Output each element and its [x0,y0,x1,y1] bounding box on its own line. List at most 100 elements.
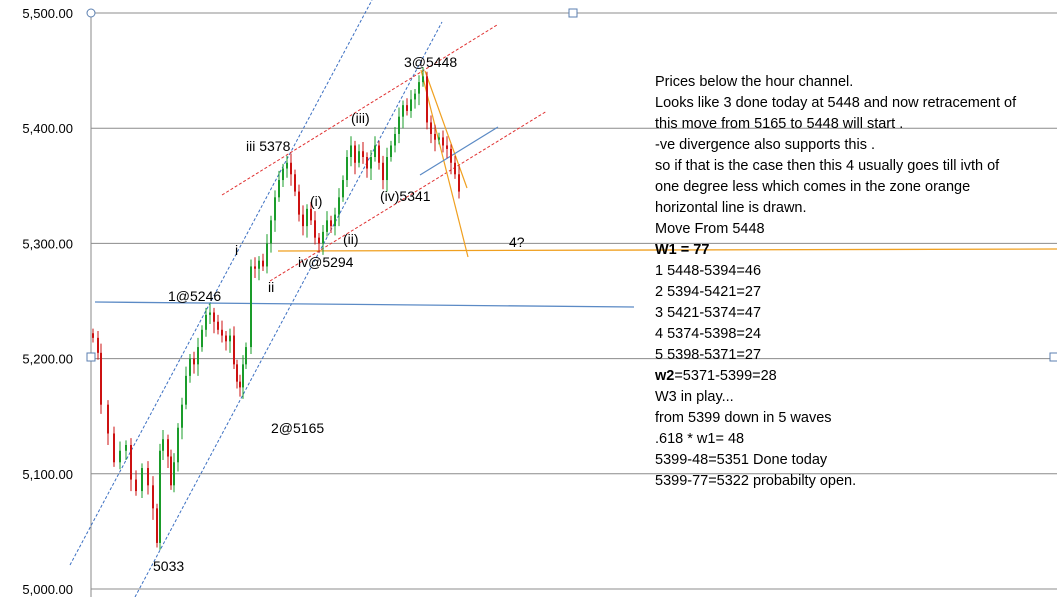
candle-body [274,197,276,221]
candle-body [334,214,336,227]
note-line: this move from 5165 to 5448 will start . [655,116,904,132]
wave-label: 2@5165 [271,420,324,436]
candle-body [242,364,244,388]
note-line: W3 in play... [655,389,734,405]
note-line: 5399-77=5322 probabilty open. [655,473,857,489]
candle-body [430,122,432,134]
candle-body [370,157,372,169]
candle-body [406,105,408,111]
wave-label: iii 5378 [246,138,291,154]
candle-body [262,260,264,267]
analysis-notes: Prices below the hour channel. Looks like… [655,72,1055,492]
handle-top-left[interactable] [86,8,96,18]
candle-body [390,145,392,157]
candle-body [119,450,121,463]
candle-body [422,76,424,83]
candle-body [266,243,268,267]
mini-channel-line [419,126,499,176]
wave-label: 3@5448 [404,54,457,70]
candle-body [92,333,94,338]
candle-body [306,208,308,227]
candle-body [159,450,161,543]
y-tick-label: 5,100.00 [22,467,73,482]
note-line: Prices below the hour channel. [655,74,854,90]
candle-body [100,352,102,405]
blue-channel-upper [69,0,373,566]
orange-decline-line-2 [424,70,468,189]
candle-body [141,468,143,492]
note-line: 2 5394-5421=27 [655,284,762,300]
candle-body [322,231,324,244]
candle-body [201,329,203,348]
candle-body [130,445,132,480]
note-line: 4 5374-5398=24 [655,326,762,342]
candle-body [282,168,284,181]
candle-body [152,485,154,509]
candle-body [458,174,460,192]
candle-body [318,237,320,244]
orange-decline-line-1 [420,69,469,258]
candle-body [314,220,316,238]
candle-body [197,347,199,365]
wave-label: 4? [509,234,525,250]
red-channel-lower [269,110,548,282]
candle-body [113,433,115,463]
wave-label: ii [268,279,274,295]
candle-body [310,208,312,221]
candle-body [362,151,364,157]
candle-body [382,162,384,181]
candle-body [185,375,187,405]
candle-body [125,445,127,451]
candle-body [245,347,247,365]
candle-body [236,364,238,382]
wave-label: iv@5294 [298,254,354,270]
note-line: Looks like 3 done today at 5448 and now … [655,95,1017,111]
candle-body [418,82,420,94]
candle-body [454,162,456,175]
candle-body [358,151,360,163]
wave-label: 1@5246 [168,288,221,304]
candle-body [189,358,191,376]
candle-body [442,137,444,146]
candle-body [302,214,304,227]
candle-body [290,162,292,175]
note-line: -ve divergence also supports this . [655,137,876,153]
note-line: 3 5421-5374=47 [655,305,762,321]
candle-body [135,479,137,492]
wave-label: 5033 [153,558,184,574]
candle-body [213,312,215,322]
orange-target-line [277,248,1057,252]
note-line: W1 = 77 [655,242,710,258]
note-line: w2=5371-5399=28 [655,368,777,384]
candle-body [298,191,300,215]
candle-body [426,76,428,123]
candle-body [181,404,183,428]
candle-body [350,145,352,157]
note-line: 5 5398-5371=27 [655,347,762,363]
candle-body [386,157,388,181]
candle-body [229,335,231,342]
handle-left-mid[interactable] [86,352,96,362]
candle-body [402,105,404,117]
candle-body [162,439,164,451]
candle-body [438,137,440,140]
support-line [94,301,635,308]
candle-body [225,335,227,342]
handle-top-mid[interactable] [568,8,578,18]
candle-body [258,260,260,269]
candle-body [434,133,436,140]
candle-body [294,174,296,192]
candle-body [410,99,412,111]
handle-right-mid[interactable] [1049,352,1057,362]
candle-body [346,157,348,181]
candle-body [167,439,169,457]
candle-body [270,220,272,244]
candle-body [239,381,241,388]
candle-body [147,468,149,486]
candle-body [173,462,175,486]
note-line: so if that is the case then this 4 usual… [655,158,1000,174]
note-line: Move From 5448 [655,221,765,237]
candle-body [446,145,448,149]
candle-body [450,148,452,163]
